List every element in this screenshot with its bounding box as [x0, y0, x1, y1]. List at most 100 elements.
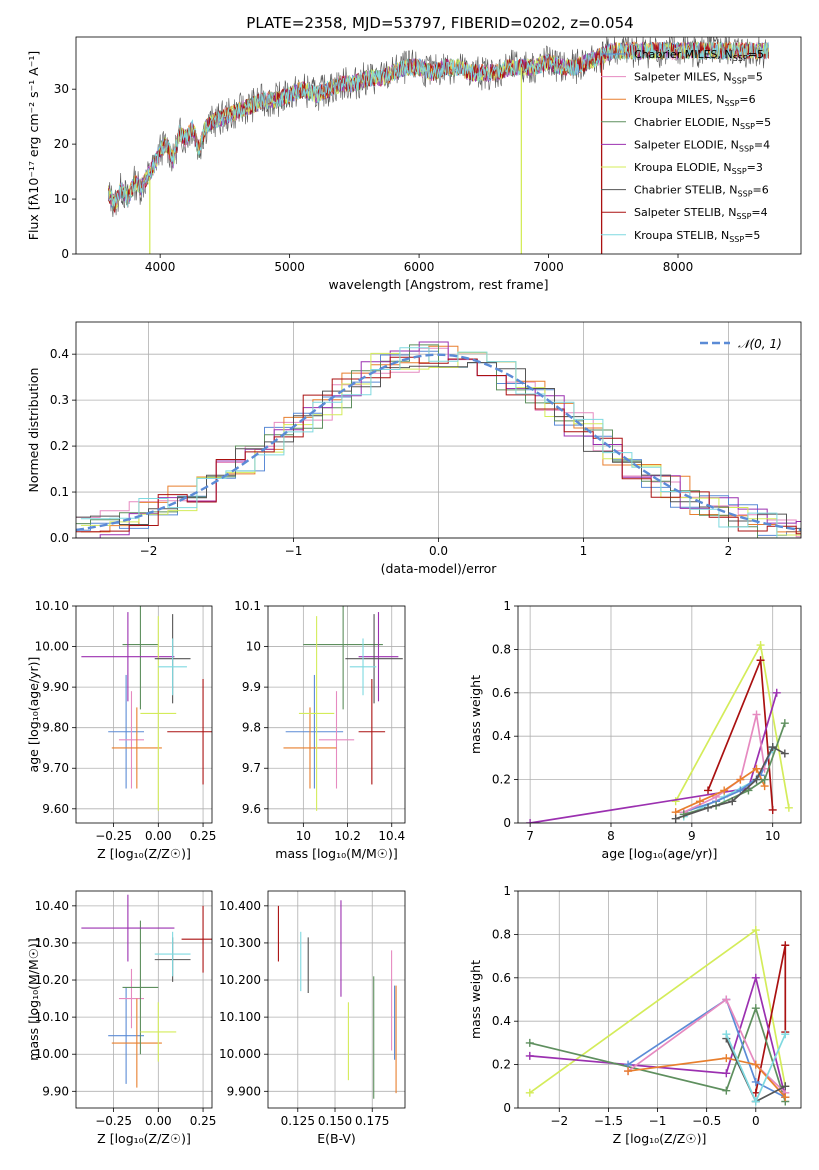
- x-tick-label: −1: [285, 544, 303, 558]
- histogram-series: [76, 356, 801, 535]
- y-tick-label: 0.3: [50, 393, 69, 407]
- plot-area: [81, 606, 212, 811]
- y-tick-label: 0.8: [492, 642, 511, 656]
- chart-mass_vs_EBV: 0.125 0.150 0.175 9.900 10.000 10.100 10.200 10…: [219, 890, 406, 1146]
- y-tick-label: 0.4: [50, 347, 69, 361]
- x-tick-label: 4000: [145, 260, 176, 274]
- x-tick-label: −0.25: [95, 1114, 132, 1128]
- plot-area: [108, 37, 769, 254]
- y-tick-label: 20: [54, 137, 69, 151]
- errorbar-point: [108, 987, 144, 1084]
- x-tick-label: 10.2: [334, 829, 361, 843]
- x-axis-label: wavelength [Angstrom, rest frame]: [328, 277, 548, 292]
- y-axis-label: mass weight: [468, 675, 483, 754]
- errorbar-point: [111, 707, 162, 789]
- y-tick-label: 9.70: [42, 761, 69, 775]
- y-tick-label: 0.2: [492, 1058, 511, 1072]
- chart-mass_vs_Z: −0.25 0.00 0.25 9.90 10.00 10.10 10.20 10.30 10.…: [26, 890, 216, 1146]
- y-tick-label: 10: [54, 192, 69, 206]
- x-tick-label: 8000: [663, 260, 694, 274]
- y-tick-label: 1: [503, 884, 511, 898]
- y-tick-label: 10.00: [35, 640, 69, 654]
- x-axis-label: (data-model)/error: [381, 561, 498, 576]
- x-axis-label: Z [log₁₀(Z/Z☉)]: [97, 846, 191, 861]
- y-tick-label: 10.40: [35, 899, 69, 913]
- weight-line: [675, 745, 786, 820]
- x-axis-label: E(B-V): [317, 1131, 356, 1146]
- y-tick-label: 10.100: [219, 1010, 261, 1024]
- x-tick-label: −0.5: [692, 1114, 721, 1128]
- histogram-series: [76, 344, 801, 538]
- weight-marker: [768, 805, 777, 814]
- weight-marker: [752, 775, 761, 784]
- histogram-series: [80, 347, 801, 538]
- y-axis-label: mass [log₁₀(M/M☉)]: [26, 938, 41, 1060]
- legend: Chabrier MILES, NSSP=5 Salpeter MILES, NS…: [601, 48, 771, 244]
- x-tick-label: 0.00: [145, 1114, 172, 1128]
- chart-residuals: −2 −1 0.0 1 2 0.0 0.1 0.2 0.3 0.4 (data-model)/err…: [26, 321, 802, 576]
- axes-frame: [75, 605, 213, 824]
- x-tick-label: 10: [296, 829, 311, 843]
- plot-area: [526, 641, 793, 823]
- figure-title: PLATE=2358, MJD=53797, FIBERID=0202, z=0…: [246, 14, 633, 32]
- y-tick-label: 9.80: [42, 721, 69, 735]
- x-tick-label: −0.25: [95, 829, 132, 843]
- y-axis-label: Normed distribution: [26, 368, 41, 493]
- x-tick-label: 0.00: [145, 829, 172, 843]
- y-tick-label: 9.60: [42, 802, 69, 816]
- y-axis-label: mass weight: [468, 960, 483, 1039]
- weight-marker: [781, 1082, 790, 1091]
- legend-entry: Chabrier MILES, NSSP=5: [634, 48, 764, 63]
- y-tick-label: 10.400: [219, 899, 261, 913]
- errorbar-point: [167, 679, 212, 785]
- errorbar-point: [108, 674, 144, 789]
- y-tick-label: 9.9: [242, 680, 261, 694]
- x-tick-label: 7: [526, 829, 534, 843]
- weight-marker: [722, 1069, 731, 1078]
- histogram-series: [76, 341, 801, 538]
- chart-weight_vs_Z: −2 −1.5 −1 −0.5 0 0 0.2 0.4 0.6 0.8 1 Z [log₁₀(Z/Z☉…: [468, 884, 802, 1146]
- axes-frame: [75, 36, 802, 255]
- weight-line: [627, 1057, 786, 1098]
- x-tick-label: −1: [649, 1114, 667, 1128]
- weight-marker: [695, 797, 704, 806]
- errorbar-point: [111, 998, 162, 1088]
- weight-marker: [751, 1060, 760, 1069]
- legend-entry: 𝒩(0, 1): [738, 337, 782, 351]
- y-tick-label: 9.900: [227, 1084, 261, 1098]
- weight-marker: [752, 710, 761, 719]
- y-tick-label: 10: [246, 640, 261, 654]
- x-tick-label: −2: [140, 544, 158, 558]
- chart-weight_vs_age: 7 8 9 10 0 0.2 0.4 0.6 0.8 1 age [log₁₀(age/yr)] ma…: [468, 599, 802, 861]
- x-tick-label: 1: [580, 544, 588, 558]
- x-tick-label: 5000: [274, 260, 305, 274]
- spectrum-line: [108, 41, 769, 209]
- errorbar-point: [118, 691, 144, 789]
- x-tick-label: 0.175: [355, 1114, 389, 1128]
- legend-entry: Salpeter STELIB, NSSP=4: [634, 206, 768, 221]
- legend-entry: Kroupa MILES, NSSP=6: [634, 93, 756, 108]
- legend: 𝒩(0, 1): [700, 337, 782, 351]
- errorbar-point: [283, 707, 337, 789]
- weight-marker: [526, 819, 535, 823]
- x-tick-label: −2: [550, 1114, 568, 1128]
- x-tick-label: 7000: [533, 260, 564, 274]
- x-axis-label: Z [log₁₀(Z/Z☉)]: [97, 1131, 191, 1146]
- plot-area: [81, 894, 212, 1088]
- y-tick-label: 9.8: [242, 721, 261, 735]
- y-tick-label: 10.000: [219, 1047, 261, 1061]
- x-tick-label: 2: [725, 544, 733, 558]
- y-tick-label: 10.20: [35, 973, 69, 987]
- x-tick-label: 0.0: [429, 544, 448, 558]
- legend-entry: Kroupa STELIB, NSSP=5: [634, 229, 760, 244]
- y-tick-label: 0.6: [492, 686, 511, 700]
- y-tick-label: 10.10: [35, 599, 69, 613]
- weight-marker: [624, 1067, 633, 1076]
- errorbar-point: [358, 679, 386, 785]
- y-tick-label: 0.4: [492, 729, 511, 743]
- x-tick-label: −1.5: [594, 1114, 623, 1128]
- y-tick-label: 30: [54, 82, 69, 96]
- weight-marker: [722, 1086, 731, 1095]
- legend-entry: Salpeter ELODIE, NSSP=4: [634, 138, 770, 153]
